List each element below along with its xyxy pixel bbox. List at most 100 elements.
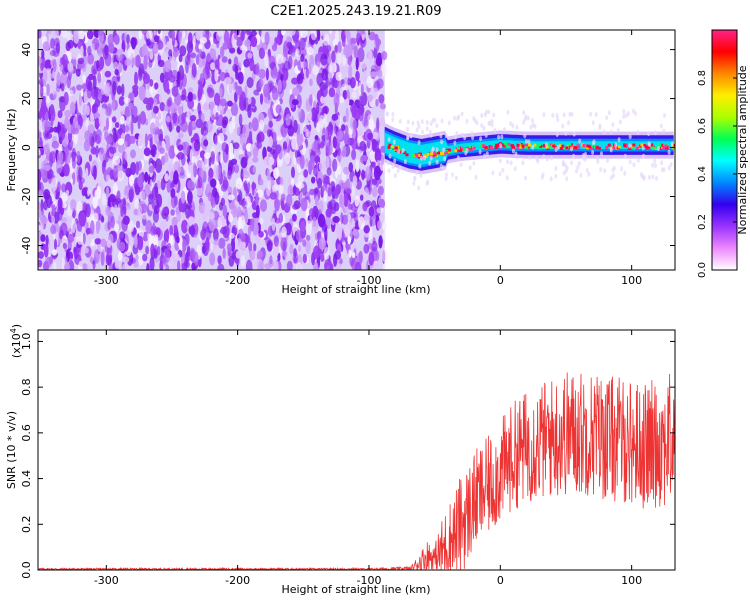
noise-speckle [379,103,386,110]
ridge-speckle [550,155,554,161]
noise-speckle [352,228,359,237]
noise-speckle [217,217,223,230]
noise-speckle [308,109,313,121]
ridge-speckle [554,147,558,153]
noise-speckle [213,228,219,242]
noise-speckle [256,141,262,149]
noise-speckle [61,183,66,193]
noise-speckle [217,132,225,144]
noise-speckle [219,153,223,164]
noise-speckle [243,180,248,192]
ridge-speckle [418,163,422,169]
ridge-speckle [620,166,624,172]
noise-speckle [343,223,351,237]
noise-speckle [346,136,351,146]
noise-speckle [288,43,293,55]
ridge-speckle [415,170,419,176]
ridge-speckle [541,172,545,178]
ridge-peak [441,152,445,156]
noise-speckle [300,54,305,63]
noise-speckle [236,194,241,203]
ridge-speckle [483,153,487,159]
noise-speckle [150,122,156,135]
snr-x-ticks: -300 -200 -100 0 100 [94,330,642,587]
noise-speckle [163,79,170,93]
noise-speckle [382,263,386,270]
noise-speckle [180,190,186,204]
noise-speckle [252,146,259,159]
noise-speckle [283,44,289,58]
noise-speckle [98,147,106,162]
noise-speckle [329,263,334,270]
noise-speckle [83,140,91,152]
ridge-speckle [561,161,565,167]
noise-speckle [364,214,369,221]
noise-speckle [108,193,116,203]
noise-speckle [371,186,378,198]
noise-speckle [129,135,136,144]
ridge-peak [424,155,428,158]
noise-speckle [348,249,352,258]
ridge-speckle [651,174,655,180]
ridge-peak [538,143,541,147]
ridge-speckle [460,132,464,138]
noise-speckle [228,142,234,157]
ridge-peak [568,143,572,147]
noise-speckle [341,83,347,91]
noise-speckle [192,162,197,177]
noise-speckle [100,238,107,248]
noise-speckle [78,211,86,227]
ridge-speckle [485,151,489,157]
ridge-peak [632,146,636,150]
noise-speckle [236,206,242,220]
noise-speckle [165,142,170,151]
noise-speckle [87,45,92,56]
noise-speckle [105,106,112,117]
noise-speckle [269,192,277,200]
noise-speckle [92,130,97,143]
ridge-speckle [464,150,468,156]
ridge-peak [472,146,476,150]
noise-speckle [134,71,138,86]
noise-speckle [334,44,338,54]
ridge-speckle [622,108,626,114]
noise-speckle [95,134,101,145]
ridge-speckle [459,162,463,168]
noise-speckle [46,83,50,96]
noise-speckle [230,238,236,253]
noise-speckle [372,261,379,270]
noise-speckle [221,215,225,228]
noise-speckle [80,245,85,261]
noise-speckle [94,249,100,264]
noise-speckle [189,247,195,262]
ridge-speckle [654,163,657,169]
noise-speckle [170,194,177,209]
noise-speckle [315,195,319,207]
noise-speckle [152,209,159,223]
noise-speckle [118,241,126,252]
noise-speckle [273,235,279,247]
noise-speckle [345,98,350,107]
noise-speckle [256,204,260,218]
noise-speckle [181,256,185,264]
noise-speckle [85,167,89,179]
noise-speckle [345,107,349,123]
noise-speckle [265,67,269,81]
noise-speckle [85,105,90,116]
x-tick-label: -100 [356,274,381,287]
noise-speckle [381,50,388,61]
noise-speckle [361,34,365,41]
noise-speckle [232,142,240,150]
noise-speckle [173,224,178,233]
noise-speckle [151,186,158,200]
noise-speckle [240,30,245,42]
noise-speckle [342,54,347,67]
ridge-speckle [617,137,621,143]
noise-speckle [311,226,319,234]
ridge-speckle [545,156,549,162]
noise-speckle [124,125,130,133]
noise-speckle [217,263,225,270]
ridge-peak [484,146,488,150]
noise-speckle [210,178,217,188]
noise-speckle [100,251,105,266]
